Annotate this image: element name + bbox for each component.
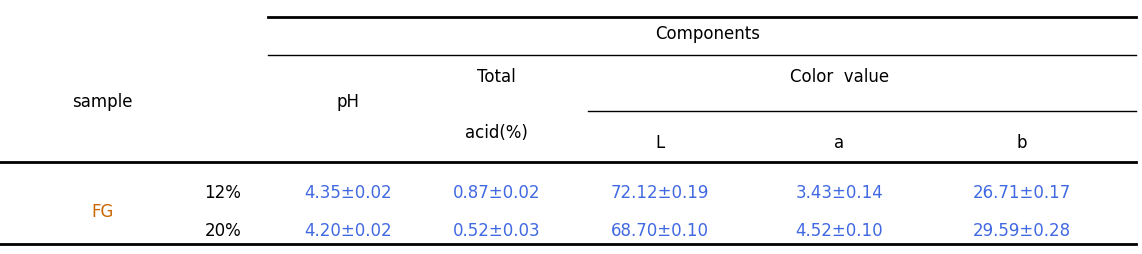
Text: 72.12±0.19: 72.12±0.19 <box>611 183 709 201</box>
Text: L: L <box>656 133 665 151</box>
Text: sample: sample <box>73 93 132 110</box>
Text: pH: pH <box>337 93 360 110</box>
Text: Color  value: Color value <box>790 67 888 85</box>
Text: 20%: 20% <box>204 221 241 239</box>
Text: 3.43±0.14: 3.43±0.14 <box>796 183 883 201</box>
Text: 26.71±0.17: 26.71±0.17 <box>973 183 1071 201</box>
Text: b: b <box>1016 133 1028 151</box>
Text: acid(%): acid(%) <box>465 123 529 141</box>
Text: Total: Total <box>477 67 516 85</box>
Text: 68.70±0.10: 68.70±0.10 <box>611 221 709 239</box>
Text: 29.59±0.28: 29.59±0.28 <box>973 221 1071 239</box>
Text: 0.52±0.03: 0.52±0.03 <box>453 221 540 239</box>
Text: 4.52±0.10: 4.52±0.10 <box>796 221 883 239</box>
Text: Components: Components <box>656 25 761 43</box>
Text: 12%: 12% <box>204 183 241 201</box>
Text: 4.20±0.02: 4.20±0.02 <box>305 221 392 239</box>
Text: a: a <box>835 133 844 151</box>
Text: 4.35±0.02: 4.35±0.02 <box>305 183 392 201</box>
Text: 0.87±0.02: 0.87±0.02 <box>453 183 540 201</box>
Text: FG: FG <box>91 202 114 220</box>
